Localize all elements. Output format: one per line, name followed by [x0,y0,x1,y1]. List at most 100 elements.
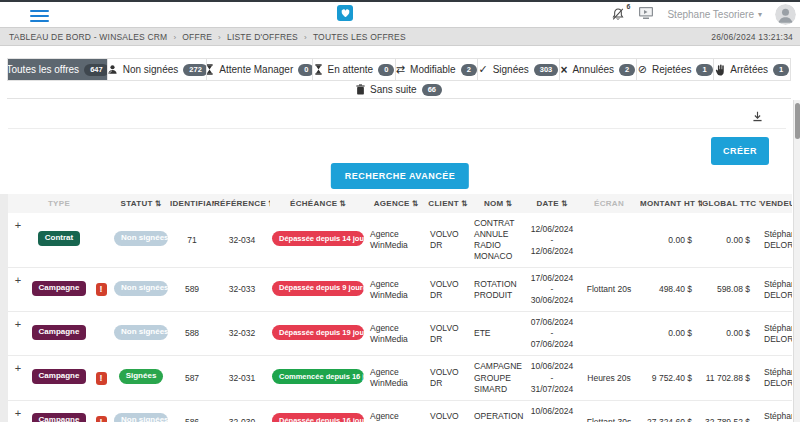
expand-row-button[interactable]: + [15,274,21,286]
menu-icon[interactable] [30,7,49,25]
download-icon[interactable] [751,109,764,127]
tab-count-badge: 647 [84,64,108,76]
cell-expand: + [8,213,28,268]
hand-icon [715,64,725,76]
table-row[interactable]: +Campagne!Signées58732-031Commencée depu… [8,356,792,400]
vertical-scrollbar[interactable] [793,100,800,422]
alert-icon: ! [96,372,107,385]
col-header-alert [90,194,112,213]
cell-date: 10/06/2024-14/07/2024 [526,400,578,422]
date-separator: - [528,284,576,295]
user-menu[interactable]: Stephane Tesoriere ▾ [667,9,762,20]
date-start: 12/06/2024 [528,224,576,235]
date-end: 07/06/2024 [528,339,576,350]
breadcrumb-item-toutes-les-offres[interactable]: TOUTES LES OFFRES [313,32,406,42]
cell-nom: ROTATION PRODUIT [470,268,526,312]
cell-reference: 32-033 [214,268,270,312]
cell-statut: Non signées [112,213,170,268]
date-separator: - [528,417,576,422]
tab-en-attente[interactable]: En attente0 [313,59,395,80]
col-header-date[interactable]: DATE⇅ [526,194,578,213]
col-header-label: TYPE [48,199,70,208]
col-header-client[interactable]: CLIENT⇅ [426,194,470,213]
cell-identifiant: 71 [170,213,214,268]
scrollbar-thumb[interactable] [795,103,800,139]
col-header-global_ttc[interactable]: GLOBAL TTC⇅ [702,194,760,213]
app-logo-icon[interactable] [337,5,353,21]
screen-share-icon[interactable] [638,6,654,24]
expand-row-button[interactable]: + [15,318,21,330]
tab-toutes-les-offres[interactable]: Toutes les offres647 [8,59,108,80]
col-header-identifiant[interactable]: IDENTIFIANT⇅ [170,194,214,213]
create-button[interactable]: CRÉER [711,137,769,165]
date-end: 30/06/2024 [528,295,576,306]
table-row[interactable]: +CampagneNon signées58832-032Dépassée de… [8,312,792,356]
user-icon [108,64,118,75]
avatar[interactable] [775,4,796,25]
cell-type: Campagne [28,356,90,400]
tab-count-badge: 272 [183,64,207,76]
tab-modifiable[interactable]: ⇄Modifiable2 [396,59,478,80]
tab-count-badge: 1 [696,64,712,76]
tab-count-badge: 303 [534,64,559,76]
breadcrumb-item-tableau-de-bord-winsales-crm[interactable]: TABLEAU DE BORD - WINSALES CRM [9,32,167,42]
expand-row-button[interactable]: + [15,219,21,231]
cell-montant-ht: 0.00 $ [640,213,702,268]
cell-expand: + [8,356,28,400]
cell-echeance: Dépassée depuis 19 jour(s) [270,312,366,356]
tab-sans-suite[interactable]: Sans suite66 [7,84,791,96]
col-header-nom[interactable]: NOM⇅ [470,194,526,213]
table-row[interactable]: +Campagne!Non signées58932-033Dépassée d… [8,268,792,312]
col-header-montant_ht[interactable]: MONTANT HT⇅ [640,194,702,213]
date-separator: - [528,328,576,339]
table-row[interactable]: +ContratNon signées7132-034Dépassée depu… [8,213,792,268]
tab-arretees[interactable]: Arrêtées1 [714,59,790,80]
vendeur-first-name: Stéphane [764,367,790,378]
cell-global-ttc: 32 789.52 $ [702,400,760,422]
tab-attente-manager[interactable]: Attente Manager0 [207,59,313,80]
type-badge: Campagne [32,281,87,296]
notifications-muted-icon[interactable]: 6 [611,7,625,22]
breadcrumb-item-offre[interactable]: OFFRE [182,32,212,42]
col-header-agence[interactable]: AGENCE⇅ [366,194,426,213]
vendeur-first-name: Stéphane [764,411,790,422]
status-tabs: Toutes les offres647Non signées272Attent… [7,58,791,81]
col-header-reference[interactable]: RÉFÉRENCE⇅ [214,194,270,213]
table-row[interactable]: +Campagne!Non signées58632-030Dépassée d… [8,400,792,422]
col-header-statut[interactable]: STATUT⇅ [112,194,170,213]
tab-rejetees[interactable]: ⊘Rejetées1 [637,59,714,80]
cell-agence: Agence WinMedia [366,213,426,268]
cell-client: VOLVO DR [426,356,470,400]
type-badge: Campagne [32,369,87,384]
tab-label: Signées [493,64,529,75]
vendeur-first-name: Stéphane [764,229,790,240]
cell-date: 12/06/2024-12/06/2024 [526,213,578,268]
vendeur-last-name: DELORME [764,334,790,345]
tab-non-signees[interactable]: Non signées272 [108,59,207,80]
expand-row-button[interactable]: + [15,407,21,419]
tab-annulees[interactable]: ×Annulées2 [560,59,637,80]
expand-row-button[interactable]: + [15,362,21,374]
col-header-ecran: ÉCRAN [578,194,640,213]
cell-client: VOLVO DR [426,213,470,268]
offers-table: TYPESTATUT⇅IDENTIFIANT⇅RÉFÉRENCE⇅ÉCHÉANC… [8,194,792,422]
col-header-vendeur[interactable]: VENDEUR⇅ [760,194,792,213]
timestamp: 26/06/2024 13:21:34 [711,32,793,42]
cell-client: VOLVO DR [426,400,470,422]
cell-global-ttc: 598.08 $ [702,268,760,312]
breadcrumb: TABLEAU DE BORD - WINSALES CRM›OFFRE›LIS… [0,27,800,46]
col-header-label: DATE [537,199,559,208]
breadcrumb-item-liste-d-offres[interactable]: LISTE D'OFFRES [227,32,298,42]
echeance-badge: Dépassée depuis 9 jour(s) [272,281,364,296]
tab-signees[interactable]: ✓Signées303 [478,59,560,80]
cell-date: 07/06/2024-07/06/2024 [526,312,578,356]
ban-icon: ⊘ [638,64,647,75]
sort-icon: ⇅ [412,199,419,208]
col-header-echeance[interactable]: ÉCHÉANCE⇅ [270,194,366,213]
cell-echeance: Dépassée depuis 9 jour(s) [270,268,366,312]
col-header-label: STATUT [121,199,153,208]
cell-type: Campagne [28,312,90,356]
advanced-search-button[interactable]: RECHERCHE AVANCÉE [331,163,469,189]
tab-label: Modifiable [410,64,456,75]
tab-count-badge: 2 [461,64,477,76]
